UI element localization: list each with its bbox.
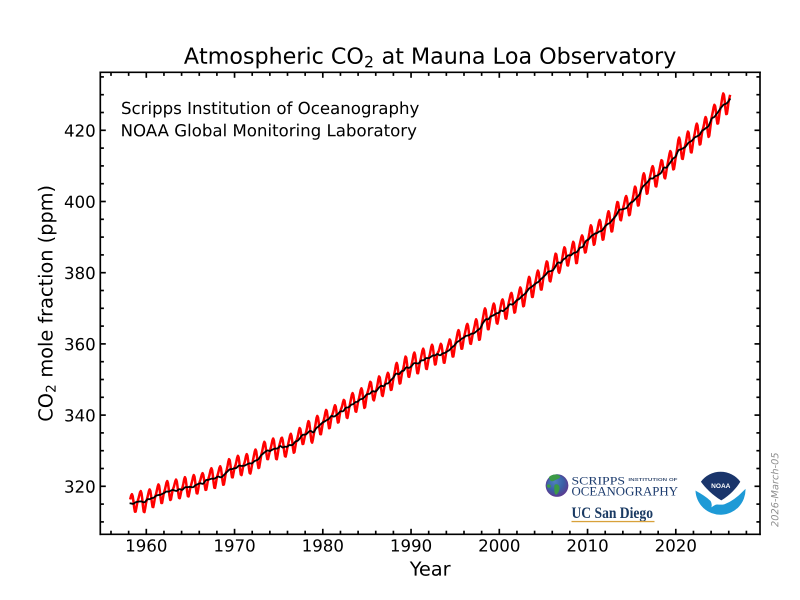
svg-text:NOAA: NOAA xyxy=(711,483,731,490)
svg-text:SCRIPPS: SCRIPPS xyxy=(572,474,626,487)
svg-text:UC San Diego: UC San Diego xyxy=(572,504,654,522)
svg-text:INSTITUTION OF: INSTITUTION OF xyxy=(628,477,677,483)
svg-text:OCEANOGRAPHY: OCEANOGRAPHY xyxy=(572,485,679,499)
